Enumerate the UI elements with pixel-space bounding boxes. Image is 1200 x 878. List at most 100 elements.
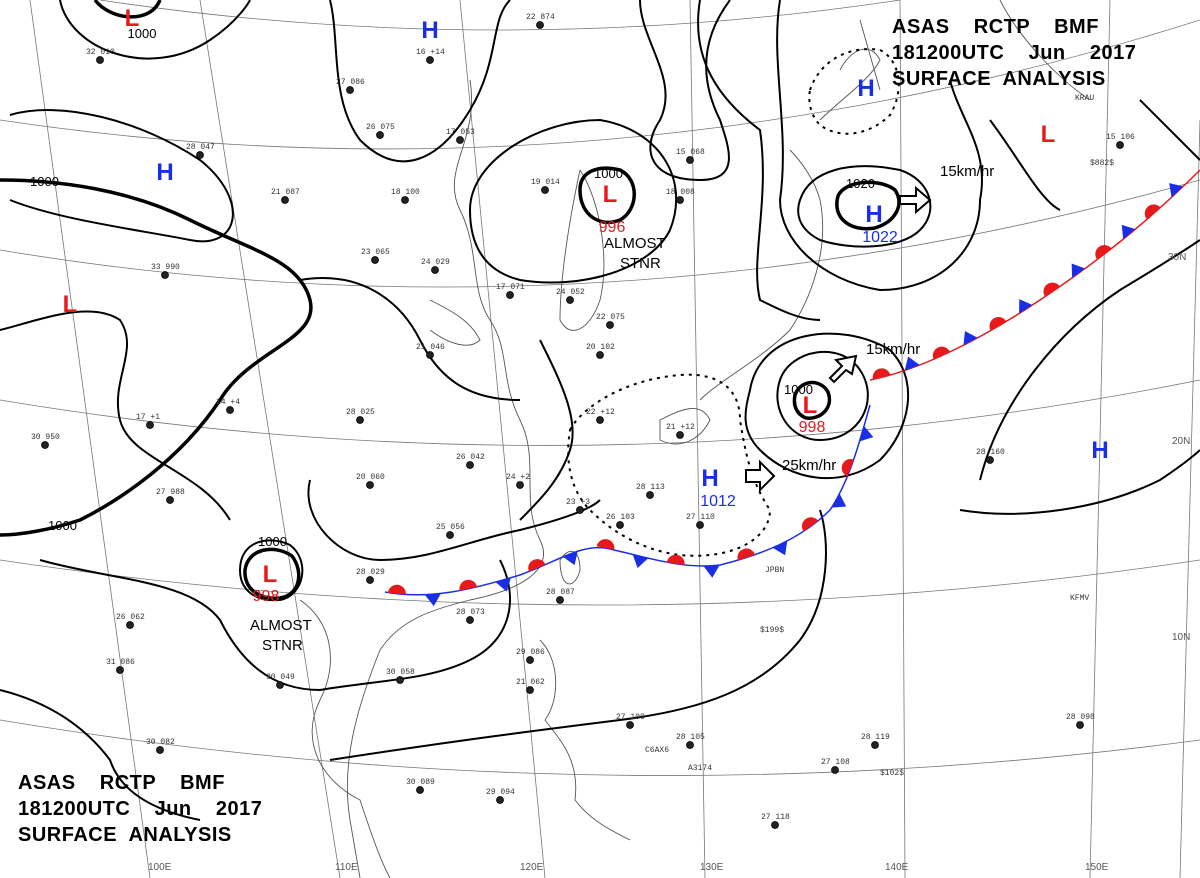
station-circle <box>366 576 374 584</box>
station-circle <box>466 616 474 624</box>
coast-china-east <box>346 79 544 878</box>
cold-front-triangle <box>772 540 788 556</box>
station-reading: 26 062 <box>116 613 145 622</box>
isobar-north-ridge <box>329 0 511 163</box>
station-circle <box>346 86 354 94</box>
station-circle <box>526 656 534 664</box>
pressure-value-label: 998 <box>253 588 280 605</box>
latitude-line-0 <box>0 719 1200 776</box>
station-circle <box>541 186 549 194</box>
dotted-contour-sakhalin-high <box>808 48 900 135</box>
station-circle <box>676 196 684 204</box>
station-circle <box>466 461 474 469</box>
station-reading: 28 029 <box>356 568 385 577</box>
isobar-label: 1020 <box>846 176 875 191</box>
warm-front-semicircle <box>932 346 951 360</box>
isobar-kamchatka-2 <box>1139 99 1200 161</box>
pressure-center-l-998-south: L 998 <box>253 561 280 605</box>
stationary-label: STNR <box>620 255 661 272</box>
station-circle <box>606 321 614 329</box>
station-reading: 27 100 <box>616 713 645 722</box>
high-symbol: H <box>421 17 438 44</box>
motion-speed-label: 15km/hr <box>940 163 994 180</box>
station-reading: 30 058 <box>386 668 415 677</box>
isobar-south-ring <box>39 559 511 692</box>
station-reading: 30 089 <box>406 778 435 787</box>
station-reading: 22 075 <box>596 313 625 322</box>
motion-arrow-japan-low <box>828 354 858 384</box>
station-circle <box>371 256 379 264</box>
station-plot: 28 105 <box>676 733 705 749</box>
station-plot: 33 990 <box>151 263 180 279</box>
station-plot: 30 058 <box>386 668 415 684</box>
station-circle <box>496 796 504 804</box>
warm-front-semicircle <box>737 548 756 561</box>
isobar-equatorial <box>329 509 827 761</box>
station-plot: 23 +3 <box>566 498 590 514</box>
warm-front-semicircle <box>459 579 478 591</box>
chart-header-top: ASAS RCTP BMF 181200UTC Jun 2017 SURFACE… <box>892 14 1136 92</box>
station-reading: 20 060 <box>356 473 385 482</box>
latitude-label: 30N <box>1168 252 1186 263</box>
station-reading: 21 062 <box>516 678 545 687</box>
isobar-south-china <box>307 479 601 562</box>
cold-front-triangle <box>1121 224 1136 240</box>
warm-front-semicircle <box>1144 204 1161 220</box>
station-plot: 30 950 <box>31 433 60 449</box>
cold-front-triangle <box>904 356 920 371</box>
station-reading: 17 +1 <box>136 413 160 422</box>
station-plot: 32 010 <box>86 48 115 64</box>
station-plot: 18 100 <box>391 188 420 204</box>
latitude-line-10n <box>0 559 1200 606</box>
pressure-value-label: 1012 <box>700 493 736 510</box>
station-circle <box>456 136 464 144</box>
pressure-center-h-sakhalin: H <box>857 75 874 102</box>
isobar-1000-low-north <box>578 166 636 225</box>
station-plot: 30 049 <box>266 673 295 689</box>
high-symbol: H <box>865 201 882 228</box>
latitude-label: 20N <box>1172 436 1190 447</box>
station-plot: 15 106 <box>1106 133 1135 149</box>
coast-japan-kyushu <box>659 408 711 445</box>
warm-front-semicircle <box>872 368 891 380</box>
station-plot: 28 087 <box>546 588 575 604</box>
longitude-label: 100E <box>148 862 172 873</box>
header-line-issuer: ASAS RCTP BMF <box>18 772 225 794</box>
motion-arrow-pacific-high <box>899 185 932 215</box>
low-symbol: L <box>1041 121 1056 148</box>
motion-arrows <box>745 185 932 493</box>
station-circle <box>161 271 169 279</box>
stationary-label: STNR <box>262 637 303 654</box>
station-plot: 17 071 <box>496 283 525 299</box>
isobar-pacific-high-ring <box>776 0 983 292</box>
station-reading: 33 990 <box>151 263 180 272</box>
low-symbol: L <box>803 392 818 419</box>
station-circle <box>446 531 454 539</box>
station-circle <box>426 56 434 64</box>
pressure-center-l-kamchatka: L <box>1041 121 1056 148</box>
station-reading: 24 052 <box>556 288 585 297</box>
isobar-pacific-high-1020 <box>797 165 932 248</box>
isobar-nw <box>59 0 251 60</box>
station-circle <box>376 131 384 139</box>
isobar-1000-pacific-high <box>835 180 901 231</box>
station-reading: 28 087 <box>546 588 575 597</box>
station-circle <box>96 56 104 64</box>
isobar-1000-nw <box>0 178 313 537</box>
station-plot: 28 047 <box>186 143 215 159</box>
header-line-type: SURFACE ANALYSIS <box>18 824 232 846</box>
station-reading: 30 049 <box>266 673 295 682</box>
station-tag: A3174 <box>688 764 712 773</box>
station-reading: 21 +12 <box>666 423 695 432</box>
station-circle <box>366 481 374 489</box>
station-circle <box>686 741 694 749</box>
station-circle <box>696 521 704 529</box>
pressure-value-label: 998 <box>799 419 826 436</box>
station-plot: 28 025 <box>346 408 375 424</box>
station-reading: 18 100 <box>391 188 420 197</box>
pressure-center-h-east: H <box>1091 437 1108 464</box>
station-circle <box>566 296 574 304</box>
cold-front-triangle <box>562 551 578 566</box>
